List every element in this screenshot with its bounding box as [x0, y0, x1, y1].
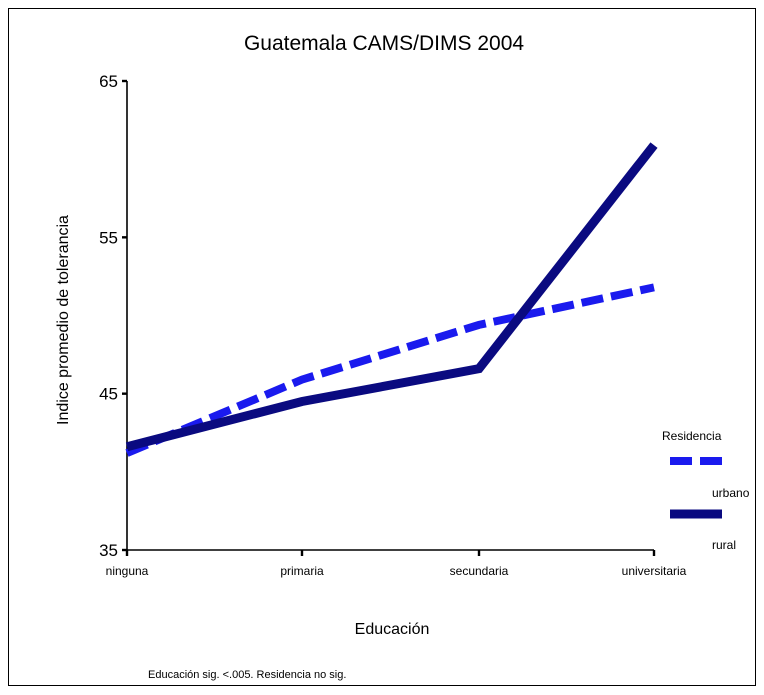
series-line-urbano: [125, 283, 655, 457]
chart-frame: [8, 8, 756, 686]
legend-label-rural: rural: [712, 538, 736, 552]
y-ticks: 35 45 55 65: [99, 72, 127, 560]
legend-label-urbano: urbano: [712, 486, 750, 500]
series-lines: [125, 142, 658, 457]
legend-items: urbano rural: [670, 457, 750, 552]
y-tick-label: 65: [99, 72, 118, 91]
y-tick-label: 55: [99, 228, 118, 247]
series-line-rural: [125, 142, 658, 452]
chart-title: Guatemala CAMS/DIMS 2004: [244, 32, 524, 55]
y-tick-label: 45: [99, 385, 118, 404]
x-tick-label-universitaria: universitaria: [622, 564, 687, 578]
x-axis-label: Educación: [355, 621, 430, 638]
y-tick-label: 35: [99, 541, 118, 560]
x-tick-label-ninguna: ninguna: [106, 564, 149, 578]
legend-title: Residencia: [662, 429, 722, 443]
x-ticks: ninguna primaria secundaria universitaria: [106, 550, 687, 578]
y-axis-label: Indice promedio de tolerancia: [55, 215, 72, 425]
significance-note: Educación sig. <.005. Residencia no sig.: [148, 669, 346, 681]
x-tick-label-primaria: primaria: [280, 564, 324, 578]
x-tick-label-secundaria: secundaria: [450, 564, 509, 578]
legend: Residencia urbano rural: [662, 429, 750, 552]
